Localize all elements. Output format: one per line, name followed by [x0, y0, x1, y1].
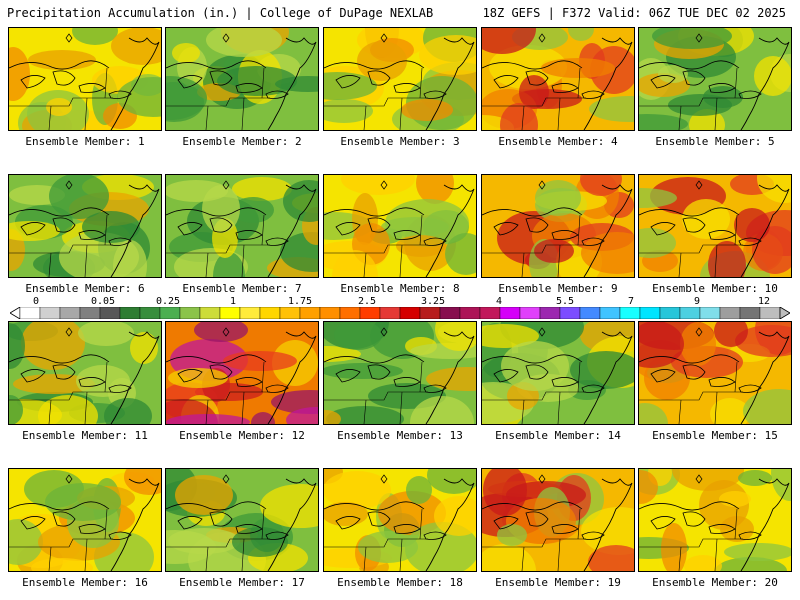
ensemble-map-panel [165, 27, 319, 131]
ensemble-map-panel [638, 174, 792, 278]
colorbar-tick: 1 [229, 296, 237, 307]
colorbar-tick: 7 [627, 296, 635, 307]
ensemble-member-label: Ensemble Member: 20 [652, 576, 778, 589]
ensemble-map-panel [8, 468, 162, 572]
precip-map [639, 28, 791, 130]
map-title: Precipitation Accumulation (in.) | Colle… [7, 6, 434, 20]
ensemble-map-panel [481, 174, 635, 278]
ensemble-member-label: Ensemble Member: 3 [340, 135, 460, 148]
colorbar-tick: 3.25 [420, 296, 446, 307]
ensemble-member-label: Ensemble Member: 5 [655, 135, 775, 148]
ensemble-map-panel [165, 468, 319, 572]
colorbar-tick: 1.75 [287, 296, 313, 307]
precip-map [482, 469, 634, 571]
ensemble-member-label: Ensemble Member: 18 [337, 576, 463, 589]
precip-colorbar [10, 307, 790, 319]
precip-map [324, 28, 476, 130]
colorbar-tick: 5.5 [555, 296, 575, 307]
precip-map [166, 322, 318, 424]
ensemble-member-label: Ensemble Member: 17 [179, 576, 305, 589]
precip-map [166, 28, 318, 130]
ensemble-map-panel [638, 468, 792, 572]
precip-map [639, 175, 791, 277]
ensemble-map-panel [8, 27, 162, 131]
ensemble-member-label: Ensemble Member: 7 [182, 282, 302, 295]
precip-map [9, 175, 161, 277]
ensemble-member-label: Ensemble Member: 8 [340, 282, 460, 295]
precip-map [482, 28, 634, 130]
ensemble-member-label: Ensemble Member: 4 [498, 135, 618, 148]
colorbar-tick: 12 [757, 296, 771, 307]
ensemble-map-panel [165, 321, 319, 425]
precip-map [9, 28, 161, 130]
ensemble-map-panel [481, 468, 635, 572]
ensemble-member-label: Ensemble Member: 1 [25, 135, 145, 148]
ensemble-map-panel [323, 468, 477, 572]
precip-map [324, 469, 476, 571]
colorbar-tick: 4 [495, 296, 503, 307]
ensemble-map-panel [8, 174, 162, 278]
ensemble-map-panel [323, 27, 477, 131]
ensemble-member-label: Ensemble Member: 11 [22, 429, 148, 442]
ensemble-map-panel [8, 321, 162, 425]
ensemble-map-panel [323, 321, 477, 425]
colorbar-tick-labels: 0 0.05 0.25 1 1.75 2.5 3.25 4 5.5 7 9 12 [0, 296, 800, 310]
ensemble-map-panel [323, 174, 477, 278]
ensemble-member-label: Ensemble Member: 13 [337, 429, 463, 442]
ensemble-member-label: Ensemble Member: 19 [495, 576, 621, 589]
ensemble-map-panel [165, 174, 319, 278]
colorbar-tick: 0.25 [155, 296, 181, 307]
precip-map [482, 175, 634, 277]
colorbar-tick: 2.5 [357, 296, 377, 307]
ensemble-member-label: Ensemble Member: 2 [182, 135, 302, 148]
ensemble-member-label: Ensemble Member: 12 [179, 429, 305, 442]
ensemble-member-label: Ensemble Member: 14 [495, 429, 621, 442]
ensemble-map-panel [481, 27, 635, 131]
precip-map [9, 322, 161, 424]
ensemble-member-label: Ensemble Member: 10 [652, 282, 778, 295]
ensemble-map-panel [638, 27, 792, 131]
precip-map [9, 469, 161, 571]
ensemble-member-label: Ensemble Member: 6 [25, 282, 145, 295]
precip-map [324, 175, 476, 277]
colorbar-tick: 0 [32, 296, 40, 307]
ensemble-member-label: Ensemble Member: 9 [498, 282, 618, 295]
ensemble-member-label: Ensemble Member: 15 [652, 429, 778, 442]
model-run-label: 18Z GEFS | F372 Valid: 06Z TUE DEC 02 20… [482, 6, 786, 20]
precip-map [166, 175, 318, 277]
precip-map [639, 469, 791, 571]
precip-map [639, 322, 791, 424]
precip-map [324, 322, 476, 424]
precip-map [166, 469, 318, 571]
colorbar-tick: 9 [693, 296, 701, 307]
ensemble-member-label: Ensemble Member: 16 [22, 576, 148, 589]
precip-map [482, 322, 634, 424]
ensemble-map-panel [481, 321, 635, 425]
colorbar-tick: 0.05 [90, 296, 116, 307]
ensemble-map-panel [638, 321, 792, 425]
